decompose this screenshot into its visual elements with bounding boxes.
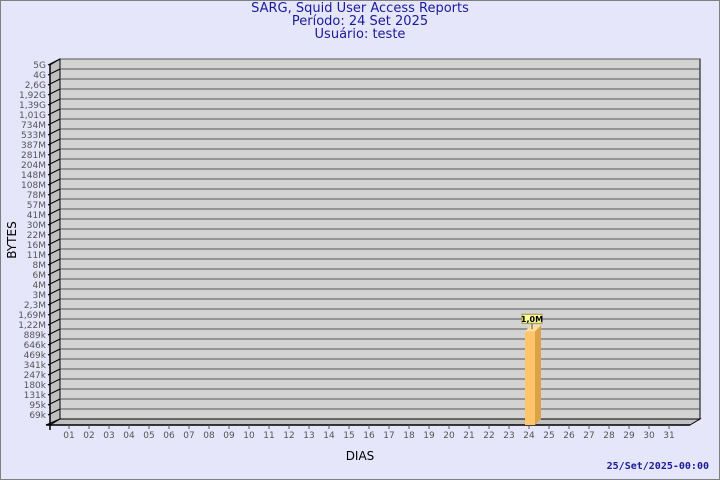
x-tick-label: 14 [323,431,335,441]
y-tick-label: 69k [29,411,46,421]
y-tick-label: 41M [27,211,46,221]
y-axis-title: BYTES [5,221,19,258]
y-tick-label: 646k [24,341,47,351]
x-tick-label: 31 [663,431,674,441]
x-tick-label: 27 [583,431,594,441]
bar-24: 1,0M [521,313,543,425]
y-tick-label: 469k [24,351,47,361]
x-axis-title: DIAS [346,449,375,463]
x-tick-label: 08 [203,431,215,441]
y-tick-label: 734M [21,121,46,131]
y-tick-label: 4M [33,281,47,291]
x-tick-label: 06 [163,431,175,441]
x-tick-label: 03 [103,431,114,441]
x-tick-label: 16 [363,431,375,441]
y-tick-label: 108M [21,181,46,191]
x-tick-label: 09 [223,431,235,441]
x-tick-label: 25 [543,431,554,441]
x-tick-label: 24 [523,431,535,441]
y-tick-label: 180k [24,381,47,391]
y-tick-label: 387M [21,141,46,151]
bar-top [525,325,541,332]
x-tick-label: 22 [483,431,494,441]
bar-side [535,325,541,425]
y-tick-label: 57M [27,201,46,211]
y-tick-label: 2,3M [24,301,46,311]
y-tick-label: 1,92G [19,91,46,101]
plot-floor [48,418,702,426]
y-tick-label: 11M [27,251,46,261]
y-tick-label: 341k [24,361,47,371]
generated-timestamp: 25/Set/2025-00:00 [606,461,709,472]
y-tick-label: 30M [27,221,46,231]
x-tick-label: 21 [463,431,474,441]
y-tick-label: 5G [33,61,46,71]
y-tick-label: 1,22M [18,321,46,331]
x-tick-label: 12 [283,431,294,441]
y-tick-label: 4G [33,71,46,81]
x-tick-label: 28 [603,431,615,441]
x-tick-label: 15 [343,431,354,441]
y-tick-label: 1,01G [19,111,46,121]
x-tick-label: 19 [423,431,435,441]
y-tick [45,418,61,426]
x-tick-label: 29 [623,431,635,441]
x-tick-label: 13 [303,431,314,441]
x-tick-label: 30 [643,431,655,441]
y-tick-label: 281M [21,151,46,161]
x-tick-label: 26 [563,431,575,441]
y-tick-label: 78M [27,191,46,201]
x-tick-label: 17 [383,431,394,441]
y-tick-label: 2,6G [25,81,46,91]
y-tick-label: 1,69M [18,311,46,321]
y-tick-label: 3M [33,291,47,301]
y-tick-label: 95k [29,401,46,411]
x-tick-label: 05 [143,431,154,441]
chart-title: SARG, Squid User Access Reports [251,1,469,16]
y-tick-label: 247k [24,371,47,381]
x-tick-label: 20 [443,431,455,441]
x-tick-label: 18 [403,431,415,441]
x-tick-label: 04 [123,431,135,441]
chart-subtitle-period: Período: 24 Set 2025 [291,14,429,29]
y-tick-label: 204M [21,161,46,171]
y-tick-label: 22M [27,231,46,241]
y-tick-label: 148M [21,171,46,181]
x-tick-label: 02 [83,431,94,441]
chart-subtitle-user: Usuário: teste [314,27,406,42]
x-tick-label: 10 [243,431,255,441]
x-tick-label: 01 [63,431,74,441]
y-tick-label: 16M [27,241,46,251]
y-tick-label: 533M [21,131,46,141]
y-tick-label: 889k [24,331,47,341]
bar-front [525,331,535,425]
x-tick-label: 23 [503,431,514,441]
y-tick [47,58,61,66]
y-tick-label: 131k [24,391,47,401]
data-label: 1,0M [521,315,543,324]
x-tick-label: 11 [263,431,274,441]
x-tick-label: 07 [183,431,194,441]
y-tick-label: 6M [33,271,47,281]
y-tick-label: 1,39G [19,101,46,111]
y-tick-label: 8M [33,261,47,271]
data-label-box [521,313,543,324]
